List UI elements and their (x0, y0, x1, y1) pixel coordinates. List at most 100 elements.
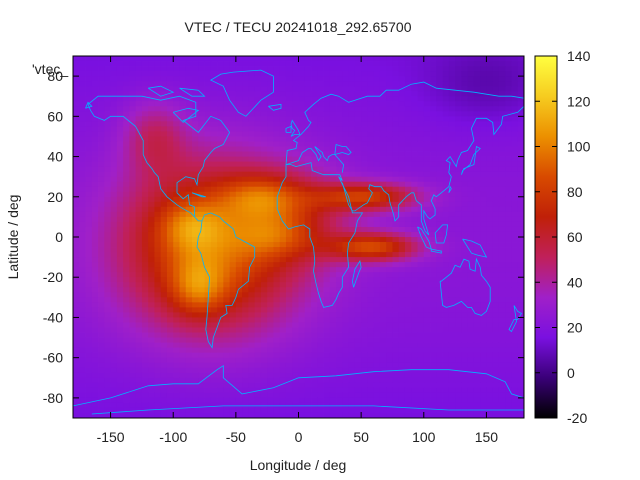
heatmap-cell (367, 176, 375, 183)
heatmap-cell (141, 126, 149, 132)
heatmap-cell (254, 131, 262, 137)
heatmap-cell (129, 171, 137, 178)
heatmap-cell (480, 101, 487, 107)
heatmap-cell (129, 146, 137, 152)
heatmap-cell (329, 226, 337, 233)
heatmap-cell (398, 96, 406, 102)
heatmap-cell (379, 362, 387, 369)
heatmap-cell (260, 91, 268, 97)
heatmap-cell (154, 257, 162, 263)
heatmap-cell (260, 86, 268, 92)
heatmap-cell (367, 372, 375, 379)
heatmap-cell (285, 307, 293, 313)
heatmap-cell (517, 322, 525, 328)
heatmap-cell (254, 312, 262, 318)
heatmap-cell (492, 272, 500, 278)
heatmap-cell (135, 377, 143, 384)
heatmap-cell (192, 121, 199, 127)
heatmap-cell (217, 56, 224, 62)
heatmap-cell (254, 332, 262, 338)
heatmap-cell (110, 136, 118, 142)
heatmap-cell (135, 131, 143, 137)
heatmap-cell (398, 382, 406, 389)
heatmap-cell (455, 86, 462, 92)
heatmap-cell (455, 136, 462, 142)
heatmap-cell (198, 81, 205, 87)
heatmap-cell (204, 377, 212, 384)
heatmap-cell (436, 242, 443, 248)
heatmap-cell (242, 332, 249, 338)
heatmap-cell (116, 347, 124, 354)
heatmap-cell (166, 146, 174, 152)
heatmap-cell (404, 382, 412, 389)
heatmap-cell (210, 226, 218, 233)
heatmap-cell (223, 86, 230, 92)
heatmap-cell (279, 302, 287, 308)
heatmap-cell (304, 86, 312, 92)
heatmap-cell (398, 337, 406, 343)
heatmap-cell (467, 91, 475, 97)
heatmap-cell (323, 61, 331, 67)
heatmap-cell (304, 372, 312, 379)
heatmap-cell (411, 231, 418, 238)
heatmap-cell (135, 201, 143, 208)
heatmap-cell (129, 56, 137, 62)
heatmap-cell (311, 131, 318, 137)
heatmap-cell (110, 347, 118, 354)
heatmap-cell (129, 161, 137, 168)
heatmap-cell (398, 216, 406, 223)
heatmap-cell (317, 247, 324, 253)
heatmap-cell (373, 181, 381, 188)
heatmap-cell (336, 337, 343, 343)
heatmap-cell (311, 277, 318, 283)
heatmap-cell (311, 146, 318, 152)
heatmap-cell (129, 136, 137, 142)
heatmap-cell (148, 307, 155, 313)
heatmap-cell (417, 101, 425, 107)
heatmap-cell (473, 362, 481, 369)
heatmap-cell (204, 226, 212, 233)
heatmap-cell (480, 121, 487, 127)
heatmap-cell (160, 161, 168, 168)
heatmap-cell (455, 312, 462, 318)
heatmap-cell (329, 397, 337, 404)
heatmap-cell (498, 277, 506, 283)
heatmap-cell (442, 121, 450, 127)
heatmap-cell (154, 116, 162, 122)
heatmap-cell (423, 66, 431, 72)
heatmap-cell (198, 352, 205, 359)
heatmap-cell (260, 226, 268, 233)
heatmap-cell (386, 231, 393, 238)
heatmap-cell (411, 91, 418, 97)
heatmap-cell (386, 191, 393, 198)
heatmap-cell (354, 347, 362, 354)
heatmap-cell (404, 111, 412, 117)
heatmap-cell (323, 231, 331, 238)
heatmap-cell (235, 392, 243, 399)
heatmap-cell (260, 322, 268, 328)
heatmap-cell (104, 377, 111, 384)
heatmap-cell (511, 196, 519, 203)
heatmap-cell (217, 312, 224, 318)
heatmap-cell (298, 302, 306, 308)
heatmap-cell (417, 151, 425, 157)
heatmap-cell (85, 302, 93, 308)
heatmap-cell (148, 201, 155, 208)
heatmap-cell (279, 312, 287, 318)
heatmap-cell (342, 237, 350, 243)
heatmap-cell (498, 61, 506, 67)
heatmap-cell (110, 181, 118, 188)
heatmap-cell (129, 176, 137, 183)
heatmap-cell (154, 237, 162, 243)
heatmap-cell (204, 342, 212, 349)
heatmap-cell (279, 131, 287, 137)
heatmap-cell (73, 317, 80, 323)
heatmap-cell (179, 76, 187, 82)
heatmap-cell (242, 61, 249, 67)
heatmap-cell (448, 86, 456, 92)
heatmap-cell (116, 166, 124, 173)
heatmap-cell (511, 287, 519, 293)
heatmap-cell (442, 206, 450, 213)
heatmap-cell (392, 186, 400, 193)
heatmap-cell (304, 156, 312, 162)
